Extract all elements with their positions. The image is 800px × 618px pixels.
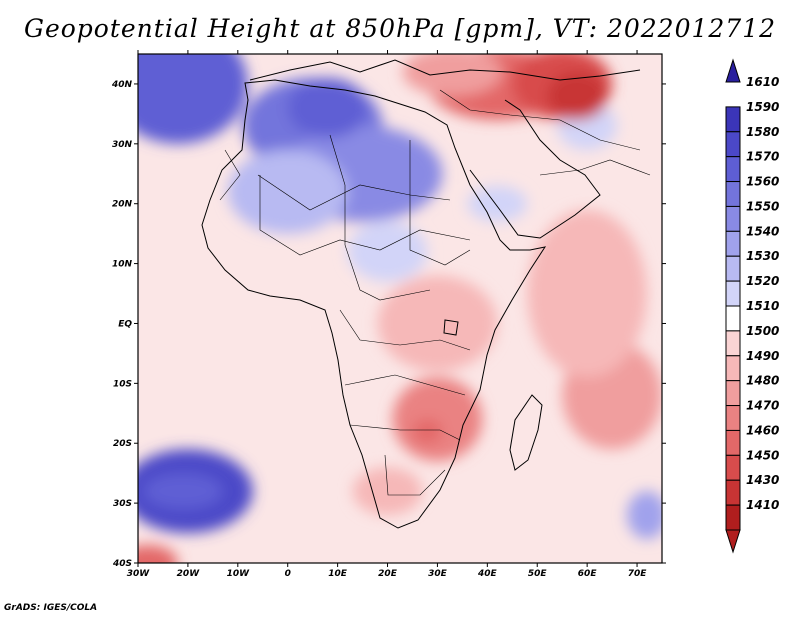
- height-field: [138, 54, 662, 563]
- colorbar-swatch: [725, 230, 741, 257]
- colorbar-swatch: [725, 504, 741, 531]
- height-contour-region: [377, 275, 498, 372]
- height-contour-region: [527, 209, 648, 378]
- border-line: [259, 175, 471, 256]
- country-borders: [219, 89, 651, 496]
- border-line: [339, 309, 471, 351]
- lat-tick-label: EQ: [118, 319, 132, 329]
- lon-tick-label: 40E: [477, 569, 498, 579]
- height-contour-region: [467, 185, 528, 222]
- height-contour-region: [412, 419, 443, 444]
- colorbar-swatch: [725, 479, 741, 506]
- plot-frame: [137, 53, 663, 564]
- colorbar-swatch: [725, 405, 741, 431]
- colorbar-label: 1490: [746, 349, 779, 363]
- border-line: [344, 374, 466, 396]
- lon-tick-label: 10W: [227, 569, 251, 579]
- lat-tick-label: 20N: [112, 200, 133, 210]
- colorbar-swatch: [725, 131, 741, 158]
- colorbar-label: 1410: [746, 498, 779, 512]
- arabian-peninsula-coast: [469, 99, 601, 239]
- colorbar-label: 1520: [746, 274, 779, 288]
- lon-tick-label: 20W: [177, 569, 201, 579]
- lon-tick-label: 70E: [628, 569, 648, 579]
- colorbar-swatch: [725, 181, 741, 207]
- lake-victoria: [443, 319, 459, 336]
- colorbar-label: 1470: [746, 399, 779, 413]
- madagascar-coast: [509, 394, 543, 471]
- colorbar-top-arrow: [725, 58, 741, 83]
- height-contour-region: [402, 54, 503, 96]
- lat-tick-label: 30S: [113, 499, 132, 509]
- height-contour-region: [547, 71, 608, 120]
- height-contour-region: [138, 54, 248, 144]
- coastlines: [201, 59, 641, 529]
- map-title: Geopotential Height at 850hPa [gpm], VT:…: [23, 14, 777, 43]
- colorbar-swatch: [725, 205, 741, 232]
- lon-tick-label: 50E: [528, 569, 548, 579]
- colorbar-swatch: [725, 280, 741, 307]
- lat-tick-label: 10S: [113, 379, 132, 389]
- colorbar-label: 1590: [746, 100, 779, 114]
- border-line: [439, 89, 641, 151]
- colorbar-label: 1580: [746, 125, 779, 139]
- height-contour-region: [347, 221, 428, 282]
- height-contour-region: [138, 545, 178, 563]
- colorbar-swatch: [725, 156, 741, 183]
- colorbar-swatch: [725, 380, 741, 407]
- height-contour-region: [142, 473, 223, 510]
- africa-coastline: [201, 79, 547, 529]
- europe-coast: [249, 59, 641, 81]
- colorbar-label: 1550: [746, 199, 779, 213]
- map-axes: 30W 20W 10W 0 10E 20E 30E 40E 50E 60E 70E 40N 30N 20N…: [111, 50, 666, 579]
- colorbar-swatch: [725, 305, 741, 332]
- lon-tick-label: 20E: [378, 569, 398, 579]
- lat-tick-label: 30N: [112, 140, 133, 150]
- colorbar-label: 1560: [746, 175, 779, 189]
- colorbar-swatch: [725, 330, 741, 357]
- colorbar-label: 1510: [746, 299, 779, 313]
- lon-tick-label: 30E: [428, 569, 448, 579]
- height-contour-region: [392, 377, 483, 462]
- colorbar-bottom-arrow: [725, 529, 741, 554]
- height-contour-region: [287, 77, 368, 138]
- border-line: [329, 134, 431, 301]
- colorbar-label: 1540: [746, 224, 779, 238]
- border-line: [384, 454, 446, 496]
- colorbar-label: 1530: [746, 249, 779, 263]
- credit-label: GrADS: IGES/COLA: [4, 603, 98, 613]
- colorbar-label: 1500: [746, 324, 779, 338]
- colorbar-label: 1480: [746, 374, 779, 388]
- colorbar-swatch: [725, 106, 741, 133]
- lon-tick-label: 10E: [328, 569, 348, 579]
- colorbar-swatch: [725, 355, 741, 382]
- colorbar-label: 1460: [746, 423, 779, 437]
- lon-tick-label: 60E: [578, 569, 598, 579]
- height-contour-region: [627, 491, 662, 540]
- lat-tick-label: 40N: [111, 80, 133, 90]
- colorbar-swatch: [725, 429, 741, 456]
- border-line: [257, 174, 451, 211]
- lon-tick-label: 0: [285, 569, 291, 579]
- border-line: [409, 140, 471, 266]
- colorbar: 1610 1590 1580 1570 1560 1550 1540 1530 1520 1510…: [725, 58, 779, 554]
- lat-tick-label: 20S: [113, 439, 132, 449]
- colorbar-label: 1610: [746, 75, 779, 89]
- colorbar-label: 1570: [746, 150, 779, 164]
- border-line: [539, 159, 651, 176]
- colorbar-swatch: [725, 255, 741, 282]
- border-line: [219, 149, 241, 201]
- border-line: [349, 424, 461, 441]
- colorbar-swatch: [725, 454, 741, 481]
- height-contour-region: [227, 149, 348, 234]
- colorbar-label: 1450: [746, 448, 779, 462]
- lat-tick-label: 40S: [112, 559, 132, 569]
- lon-tick-label: 30W: [127, 569, 151, 579]
- colorbar-label: 1430: [746, 473, 779, 487]
- lat-tick-label: 10N: [112, 260, 133, 270]
